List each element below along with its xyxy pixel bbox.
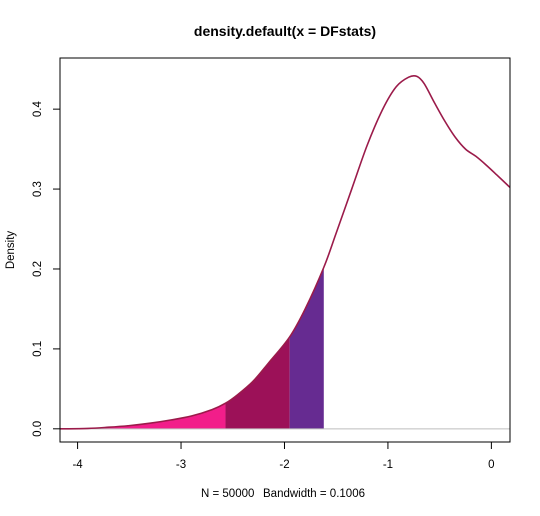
y-tick-label: 0.0 bbox=[32, 421, 44, 437]
shaded-regions bbox=[60, 267, 324, 429]
x-tick-label: -1 bbox=[383, 459, 393, 471]
shaded-region-1 bbox=[60, 403, 226, 429]
y-tick-label: 0.4 bbox=[32, 101, 44, 118]
x-tick-label: -3 bbox=[176, 459, 186, 471]
x-tick-label: 0 bbox=[488, 459, 494, 471]
y-axis-label: Density bbox=[5, 231, 17, 270]
shaded-region-3 bbox=[289, 267, 324, 429]
y-tick-label: 0.1 bbox=[32, 341, 44, 357]
chart-title: density.default(x = DFstats) bbox=[194, 23, 376, 39]
plot-frame bbox=[59, 57, 511, 443]
x-tick-label: -4 bbox=[72, 459, 83, 471]
sample-size-label: N = 50000 bbox=[201, 488, 254, 500]
y-tick-label: 0.3 bbox=[32, 181, 44, 197]
y-tick-label: 0.2 bbox=[32, 261, 44, 277]
y-axis: 0.0 0.1 0.2 0.3 0.4 bbox=[32, 101, 60, 437]
bandwidth-label: Bandwidth = 0.1006 bbox=[263, 488, 365, 500]
x-axis: -4 -3 -2 -1 0 bbox=[72, 442, 495, 471]
x-tick-label: -2 bbox=[279, 459, 289, 471]
density-curve bbox=[59, 74, 511, 430]
shaded-region-2 bbox=[225, 336, 290, 429]
